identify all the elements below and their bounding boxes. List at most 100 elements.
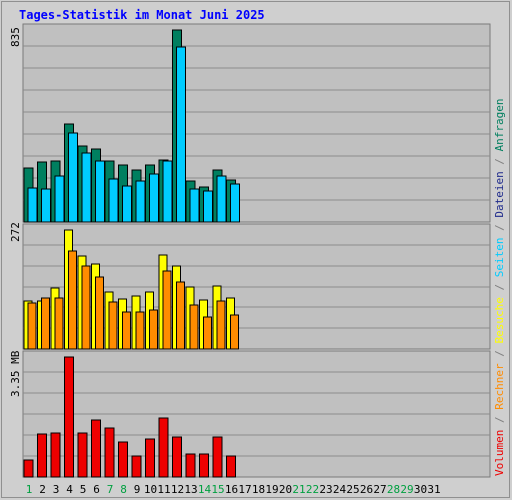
visits-bar-rechner-day-9	[135, 311, 145, 350]
volume-bar-volumen-day-9	[131, 455, 142, 478]
x-label-day-9: 9	[134, 483, 141, 496]
visits-bar-rechner-day-13	[189, 304, 199, 350]
requests-bar-seiten-day-10	[149, 173, 159, 223]
volume-bar-volumen-day-6	[91, 419, 101, 478]
x-label-day-28: 28	[387, 483, 400, 496]
x-label-day-24: 24	[333, 483, 347, 496]
visits-panel	[22, 223, 491, 350]
volume-bar-volumen-day-13	[185, 453, 196, 478]
x-label-day-17: 17	[238, 483, 251, 496]
legend-besuche: Besuche	[493, 297, 506, 343]
x-label-day-29: 29	[400, 483, 413, 496]
visits-bar-rechner-day-2	[41, 297, 50, 350]
right-legend: Volumen / Rechner / Besuche / Seiten / D…	[493, 98, 506, 476]
volume-bar-volumen-day-8	[118, 441, 128, 478]
requests-bar-seiten-day-16	[230, 183, 240, 223]
visits-bar-rechner-day-8	[122, 311, 131, 350]
legend-dateien: Dateien	[493, 171, 506, 217]
requests-bar-seiten-day-1	[27, 187, 38, 223]
x-label-day-10: 10	[144, 483, 157, 496]
y-max-label-visits: 272	[9, 222, 22, 242]
legend-anfragen: Anfragen	[493, 98, 506, 151]
chart-title: Tages-Statistik im Monat Juni 2025	[19, 8, 265, 22]
requests-bar-seiten-day-14	[203, 190, 213, 223]
legend-separator: /	[493, 410, 506, 430]
volume-bar-volumen-day-14	[199, 453, 209, 478]
visits-bar-rechner-day-16	[230, 314, 239, 350]
requests-bar-seiten-day-8	[122, 185, 132, 223]
visits-bar-rechner-day-11	[162, 270, 172, 350]
volume-bar-volumen-day-2	[37, 433, 47, 478]
legend-separator: /	[493, 151, 506, 171]
x-label-day-25: 25	[346, 483, 359, 496]
x-label-day-7: 7	[107, 483, 114, 496]
requests-bar-seiten-day-12	[176, 46, 186, 223]
legend-separator: /	[493, 277, 506, 297]
volume-bar-volumen-day-16	[226, 455, 236, 478]
volume-bar-volumen-day-7	[104, 427, 115, 478]
visits-bar-rechner-day-6	[95, 276, 104, 350]
x-label-day-8: 8	[120, 483, 127, 496]
requests-bar-seiten-day-13	[189, 188, 200, 223]
x-label-day-19: 19	[265, 483, 278, 496]
x-label-day-11: 11	[157, 483, 170, 496]
requests-bar-seiten-day-7	[108, 178, 119, 223]
x-label-day-31: 31	[427, 483, 440, 496]
volume-bar-volumen-day-15	[212, 436, 223, 478]
legend-separator: /	[493, 344, 506, 364]
x-label-day-20: 20	[279, 483, 292, 496]
visits-bar-rechner-day-4	[68, 250, 77, 350]
x-label-day-12: 12	[171, 483, 184, 496]
x-label-day-30: 30	[414, 483, 427, 496]
x-label-day-21: 21	[292, 483, 305, 496]
requests-bar-seiten-day-11	[162, 160, 173, 223]
requests-bar-seiten-day-2	[41, 188, 51, 223]
x-label-day-6: 6	[93, 483, 100, 496]
requests-bar-seiten-day-6	[95, 160, 105, 223]
volume-bar-volumen-day-1	[23, 459, 34, 478]
visits-bar-rechner-day-7	[108, 301, 118, 350]
legend-separator: /	[493, 218, 506, 238]
x-label-day-15: 15	[211, 483, 224, 496]
x-label-day-2: 2	[39, 483, 46, 496]
x-label-day-4: 4	[66, 483, 73, 496]
requests-bar-seiten-day-15	[216, 175, 227, 223]
requests-panel	[22, 23, 491, 223]
visits-bar-rechner-day-3	[54, 297, 64, 350]
x-label-day-14: 14	[198, 483, 212, 496]
legend-rechner: Rechner	[493, 363, 506, 410]
volume-bar-volumen-day-11	[158, 417, 169, 478]
volume-bar-volumen-day-4	[64, 356, 74, 478]
x-label-day-16: 16	[225, 483, 238, 496]
x-label-day-26: 26	[360, 483, 373, 496]
volume-bar-volumen-day-12	[172, 436, 182, 478]
legend-seiten: Seiten	[493, 238, 506, 278]
volume-bar-volumen-day-5	[77, 432, 88, 478]
visits-bar-rechner-day-12	[176, 281, 185, 350]
y-max-label-requests: 835	[9, 27, 22, 47]
requests-bar-seiten-day-5	[81, 152, 92, 223]
volume-bar-volumen-day-10	[145, 438, 155, 478]
visits-bar-rechner-day-15	[216, 300, 226, 350]
volume-panel	[22, 350, 491, 478]
x-label-day-3: 3	[53, 483, 60, 496]
x-axis-day-labels: 1 2 3 4 5 6 7 8 9 10 11 12 13 14 15 16 17 18 19 20 21 22 23 24 2…	[26, 483, 441, 496]
requests-bar-seiten-day-4	[68, 132, 78, 223]
requests-bar-seiten-day-9	[135, 180, 146, 223]
volume-bar-volumen-day-3	[50, 432, 61, 478]
x-label-day-13: 13	[184, 483, 197, 496]
legend-volumen: Volumen	[493, 430, 506, 476]
visits-bar-rechner-day-14	[203, 316, 212, 350]
x-label-day-27: 27	[373, 483, 386, 496]
visits-bar-rechner-day-1	[27, 302, 37, 350]
x-label-day-5: 5	[80, 483, 87, 496]
requests-bar-seiten-day-3	[54, 175, 65, 223]
visits-bar-rechner-day-5	[81, 265, 91, 350]
x-label-day-18: 18	[252, 483, 265, 496]
visits-bar-rechner-day-10	[149, 309, 158, 350]
x-label-day-1: 1	[26, 483, 33, 496]
x-label-day-22: 22	[306, 483, 319, 496]
x-label-day-23: 23	[319, 483, 332, 496]
